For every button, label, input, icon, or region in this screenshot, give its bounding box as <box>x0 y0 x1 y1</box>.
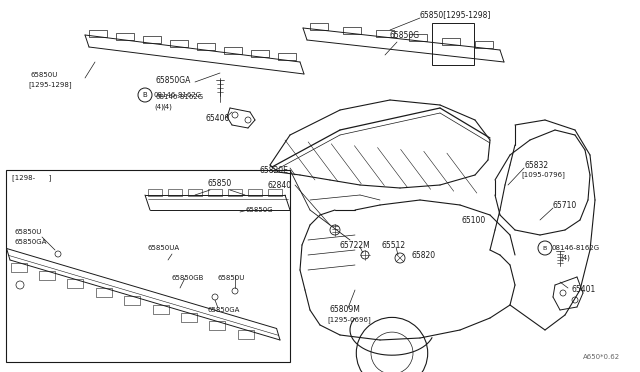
Text: 62840: 62840 <box>268 180 292 189</box>
Bar <box>170 40 188 47</box>
Bar <box>343 26 361 33</box>
Text: 65850GA: 65850GA <box>208 307 241 313</box>
Bar <box>152 305 168 314</box>
Bar <box>168 189 182 196</box>
Bar <box>442 38 460 45</box>
Text: 65832: 65832 <box>525 160 549 170</box>
Text: 65850G: 65850G <box>245 207 273 213</box>
Text: 65820: 65820 <box>412 250 436 260</box>
Text: 65850GB: 65850GB <box>172 275 204 281</box>
Text: 65850U: 65850U <box>218 275 245 281</box>
Bar <box>188 189 202 196</box>
Bar <box>228 189 242 196</box>
Text: B: B <box>143 92 147 98</box>
Text: 65850GA: 65850GA <box>14 239 46 245</box>
Bar <box>96 288 112 297</box>
Text: A650*0.62: A650*0.62 <box>583 354 620 360</box>
Bar <box>432 23 474 65</box>
Text: 65850[1295-1298]: 65850[1295-1298] <box>420 10 492 19</box>
Text: 08146-8162G: 08146-8162G <box>155 94 203 100</box>
Text: [1295-1298]: [1295-1298] <box>28 81 72 89</box>
Bar <box>310 23 328 30</box>
Text: 65850G: 65850G <box>390 31 420 39</box>
Bar <box>208 189 222 196</box>
Bar <box>209 321 225 330</box>
Bar <box>148 189 162 196</box>
Text: (4): (4) <box>162 104 172 110</box>
Text: 65809M: 65809M <box>330 305 361 314</box>
Text: (4): (4) <box>154 104 164 110</box>
Bar <box>376 30 394 37</box>
Text: 65820E: 65820E <box>260 166 289 174</box>
Bar <box>251 50 269 57</box>
Text: 65400: 65400 <box>205 113 229 122</box>
Bar <box>278 53 296 60</box>
Bar <box>67 279 83 288</box>
Bar <box>224 46 242 54</box>
Bar <box>181 313 197 322</box>
Bar <box>409 34 427 41</box>
Text: 08146-8162G: 08146-8162G <box>154 92 202 98</box>
Bar <box>475 41 493 48</box>
Text: 65512: 65512 <box>382 241 406 250</box>
Bar <box>124 296 140 305</box>
Bar <box>90 30 108 37</box>
Text: 65401: 65401 <box>572 285 596 295</box>
Text: 65850U: 65850U <box>30 72 58 78</box>
Bar <box>6 170 290 362</box>
Bar <box>238 330 254 339</box>
Text: [1095-0796]: [1095-0796] <box>521 171 565 179</box>
Bar <box>268 189 282 196</box>
Text: [1295-0696]: [1295-0696] <box>327 317 371 323</box>
Text: 65710: 65710 <box>553 201 577 209</box>
Text: 65722M: 65722M <box>340 241 371 250</box>
Bar <box>10 263 26 272</box>
Text: 65850UA: 65850UA <box>148 245 180 251</box>
Text: (4): (4) <box>560 255 570 261</box>
Text: 65850U: 65850U <box>14 229 42 235</box>
Text: B: B <box>543 246 547 250</box>
Text: 65850GA: 65850GA <box>155 76 190 84</box>
Text: 08146-8162G: 08146-8162G <box>552 245 600 251</box>
Bar <box>39 271 55 280</box>
Text: 65850: 65850 <box>208 179 232 187</box>
Bar <box>143 36 161 44</box>
Bar <box>197 43 215 50</box>
Bar <box>248 189 262 196</box>
Text: [1298-      ]: [1298- ] <box>12 174 51 182</box>
Bar <box>116 33 134 40</box>
Text: 65100: 65100 <box>462 215 486 224</box>
